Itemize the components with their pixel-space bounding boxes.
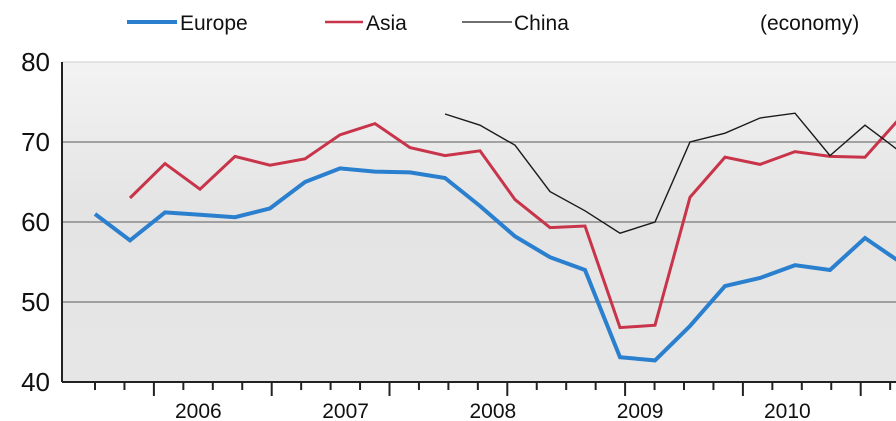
x-tick-label-2006: 2006 bbox=[175, 400, 222, 421]
series-line-china bbox=[444, 112, 896, 234]
unit-note: (economy) bbox=[760, 12, 859, 35]
legend-label-europe: Europe bbox=[180, 12, 248, 35]
legend-label-asia: Asia bbox=[366, 12, 407, 35]
legend: Europe Asia China bbox=[127, 12, 569, 35]
x-tick-label-2008: 2008 bbox=[469, 400, 516, 421]
y-tick-label-70: 70 bbox=[21, 127, 50, 157]
y-tick-label-50: 50 bbox=[21, 287, 50, 317]
gridlines bbox=[62, 61, 896, 303]
y-axis-ticks: 40 50 60 70 80 bbox=[21, 47, 50, 397]
legend-item-asia: Asia bbox=[325, 12, 407, 35]
series-line-europe bbox=[93, 166, 896, 363]
x-tick-label-2007: 2007 bbox=[322, 400, 369, 421]
x-axis-ticks: 2006 2007 2008 2009 2010 bbox=[94, 382, 892, 421]
legend-item-europe: Europe bbox=[127, 12, 248, 35]
y-tick-label-40: 40 bbox=[21, 367, 50, 397]
y-tick-label-80: 80 bbox=[21, 47, 50, 77]
y-tick-label-60: 60 bbox=[21, 207, 50, 237]
legend-label-china: China bbox=[514, 12, 569, 35]
x-tick-label-2009: 2009 bbox=[617, 400, 664, 421]
x-tick-label-2010: 2010 bbox=[764, 400, 811, 421]
series-line-asia bbox=[128, 120, 896, 330]
series-lines bbox=[93, 112, 896, 363]
legend-item-china: China bbox=[462, 12, 569, 35]
